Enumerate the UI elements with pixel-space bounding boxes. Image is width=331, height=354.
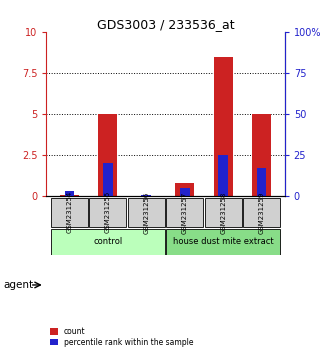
Text: GSM231259: GSM231259 [259, 191, 264, 234]
Text: GSM231254: GSM231254 [67, 191, 72, 233]
Bar [166, 229, 280, 255]
Bar [205, 198, 242, 227]
Text: GSM231257: GSM231257 [182, 191, 188, 234]
Bar [60, 195, 79, 196]
Legend: count, percentile rank within the sample: count, percentile rank within the sample [50, 327, 193, 347]
Bar [98, 114, 118, 196]
Bar [180, 188, 190, 196]
Text: control: control [93, 238, 122, 246]
Title: GDS3003 / 233536_at: GDS3003 / 233536_at [97, 18, 234, 31]
Text: GSM231256: GSM231256 [143, 191, 149, 234]
Bar [257, 168, 266, 196]
Bar [128, 198, 165, 227]
Text: GSM231255: GSM231255 [105, 191, 111, 233]
Bar [213, 57, 233, 196]
Bar [252, 114, 271, 196]
Bar [103, 163, 113, 196]
Bar [51, 229, 165, 255]
Bar [175, 183, 194, 196]
Text: agent: agent [3, 280, 33, 290]
Bar [51, 198, 88, 227]
Bar [65, 191, 74, 196]
Bar [89, 198, 126, 227]
Bar [141, 195, 151, 196]
Bar [166, 198, 203, 227]
Bar [218, 155, 228, 196]
Bar [243, 198, 280, 227]
Text: GSM231258: GSM231258 [220, 191, 226, 234]
Text: house dust mite extract: house dust mite extract [173, 238, 273, 246]
